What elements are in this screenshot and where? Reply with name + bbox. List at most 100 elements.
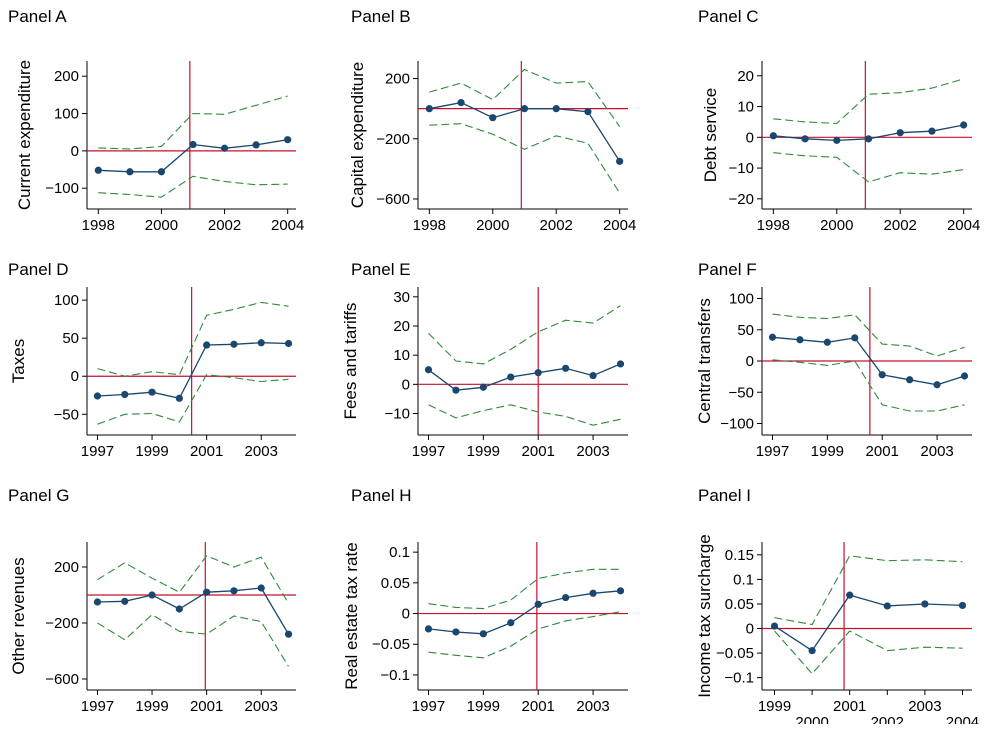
estimate-point (801, 135, 809, 143)
y-tick-label: 0 (71, 143, 79, 160)
ci-upper-line (97, 301, 289, 377)
estimate-line (772, 336, 965, 386)
estimate-point (507, 373, 515, 381)
y-axis-label: Taxes (9, 339, 28, 383)
x-tick-label: 1998 (757, 217, 790, 234)
y-tick-label: −0.1 (380, 667, 410, 684)
y-tick-label: −20 (729, 191, 754, 208)
y-tick-label: 0.05 (725, 596, 754, 613)
ci-lower-line (97, 374, 289, 425)
x-tick-label: 2004 (946, 714, 979, 724)
estimate-point (846, 591, 854, 599)
estimate-line (428, 363, 621, 391)
estimate-point (906, 376, 914, 384)
estimate-point (230, 587, 238, 595)
x-tick-label: 2004 (271, 217, 304, 234)
estimate-point (94, 166, 102, 174)
estimate-point (126, 168, 134, 176)
estimate-point (896, 129, 904, 137)
estimate-point (284, 339, 293, 348)
estimate-point (252, 141, 260, 149)
y-tick-label: −200 (376, 131, 410, 148)
ci-lower-line (429, 123, 621, 194)
estimate-point (878, 371, 886, 379)
x-tick-label: 2000 (820, 217, 853, 234)
y-tick-label: −10 (385, 406, 410, 423)
estimate-point (148, 388, 156, 396)
estimate-point (796, 336, 804, 344)
x-tick-label: 2003 (576, 698, 609, 715)
panel-title: Panel D (8, 260, 68, 279)
estimate-point (768, 333, 777, 341)
y-tick-label: 100 (54, 106, 79, 123)
panel-e: Panel E Fees and tariffs −10 0 10 20 30 1997 199… (341, 260, 628, 460)
estimate-point (589, 371, 597, 380)
estimate-point (489, 114, 497, 122)
y-tick-label: 0 (746, 621, 754, 638)
y-tick-label: −600 (376, 191, 410, 208)
estimate-point (203, 341, 211, 349)
x-tick-label: 1999 (467, 443, 500, 460)
estimate-point (121, 390, 129, 399)
estimate-point (933, 381, 941, 389)
estimate-point (452, 628, 460, 636)
estimate-point (479, 383, 487, 391)
x-tick-label: 2004 (603, 217, 636, 234)
estimate-point (534, 369, 542, 377)
estimate-point (424, 625, 433, 633)
estimate-point (864, 135, 873, 143)
estimate-point (157, 168, 166, 176)
estimate-point (93, 392, 102, 400)
estimate-point (958, 601, 967, 610)
x-tick-label: 1999 (758, 698, 791, 715)
y-axis-label: Debt service (701, 88, 720, 182)
ci-lower-line (774, 630, 963, 675)
y-tick-label: 0 (402, 606, 410, 623)
panel-c: Panel C Debt service −20 −10 0 10 20 1998 2000 20… (698, 7, 980, 234)
y-axis-label: Central transfers (695, 298, 714, 424)
y-tick-label: 10 (393, 347, 410, 364)
y-tick-label: 0.1 (389, 544, 410, 561)
estimate-point (121, 597, 129, 605)
estimate-point (507, 619, 515, 627)
x-tick-label: 1999 (467, 698, 500, 715)
x-tick-label: 2001 (866, 443, 899, 460)
x-tick-label: 2000 (795, 714, 828, 724)
panel-title: Panel G (8, 486, 69, 505)
y-tick-label: 0 (746, 353, 754, 370)
y-tick-label: 10 (737, 99, 754, 116)
ci-lower-line (97, 613, 289, 667)
y-tick-label: 20 (737, 68, 754, 85)
y-tick-label: 0 (746, 129, 754, 146)
estimate-point (851, 334, 859, 342)
estimate-point (189, 140, 197, 149)
ci-lower-line (428, 404, 621, 426)
ci-lower-line (772, 359, 965, 412)
x-tick-label: 2001 (190, 698, 223, 715)
estimate-point (928, 127, 936, 135)
estimate-point (589, 589, 597, 597)
estimate-point (562, 364, 570, 372)
y-tick-label: 50 (62, 330, 79, 347)
estimate-point (257, 584, 265, 592)
ci-upper-line (774, 555, 963, 626)
panel-title: Panel C (698, 7, 758, 26)
x-tick-label: 1997 (756, 443, 789, 460)
y-tick-label: 200 (385, 71, 410, 88)
ci-upper-line (773, 78, 964, 125)
estimate-point (220, 144, 229, 152)
y-tick-label: −50 (729, 384, 754, 401)
y-axis-label: Income tax surcharge (695, 534, 714, 697)
estimate-point (616, 157, 624, 165)
ci-upper-line (772, 313, 965, 357)
x-tick-label: 2003 (920, 443, 953, 460)
y-tick-label: 0.1 (733, 571, 754, 588)
y-axis-label: Real estate tax rate (342, 542, 361, 689)
estimate-line (97, 342, 289, 400)
panel-title: Panel A (8, 7, 67, 26)
x-tick-label: 2000 (145, 217, 178, 234)
estimate-point (230, 340, 238, 348)
panel-a: Panel A Current expenditure −100 0 100 200 199… (8, 7, 304, 234)
estimate-line (428, 590, 621, 635)
estimate-point (769, 132, 777, 140)
